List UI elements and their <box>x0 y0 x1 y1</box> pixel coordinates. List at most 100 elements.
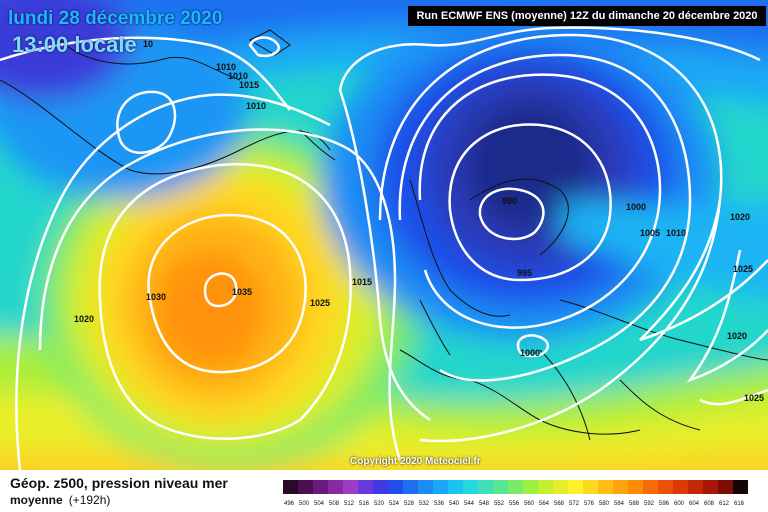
scale-swatch <box>283 480 298 494</box>
scale-swatch <box>703 480 718 494</box>
scale-label: 532 <box>419 501 430 507</box>
scale-swatch <box>373 480 388 494</box>
scale-label: 564 <box>539 501 550 507</box>
isobar-1005 <box>398 53 692 382</box>
scale-label: 508 <box>329 501 340 507</box>
isobars <box>0 26 768 470</box>
weather-map: 1010 1010 1015 1010 10 1035 1030 1025 10… <box>0 0 768 470</box>
scale-label: 584 <box>614 501 625 507</box>
mean-label: moyenne <box>10 493 63 507</box>
scale-label: 612 <box>719 501 730 507</box>
scale-label: 604 <box>689 501 700 507</box>
scale-swatch <box>448 480 463 494</box>
scale-label: 616 <box>734 501 745 507</box>
scale-label: 560 <box>524 501 535 507</box>
scale-label: 520 <box>374 501 385 507</box>
scale-swatch <box>388 480 403 494</box>
scale-label: 568 <box>554 501 565 507</box>
isobar-label: 1025 <box>310 298 330 308</box>
scale-swatch <box>643 480 658 494</box>
scale-label: 588 <box>629 501 640 507</box>
isobar-label: 1000 <box>626 202 646 212</box>
scale-label: 596 <box>659 501 670 507</box>
scale-swatch <box>433 480 448 494</box>
isobar-label: 990 <box>502 196 517 206</box>
scale-swatch <box>583 480 598 494</box>
color-scale: 496 500 504 508 512 516 520 524 528 532 536 540 544 5… <box>283 480 748 507</box>
scale-swatch <box>733 480 748 494</box>
scale-label: 540 <box>449 501 460 507</box>
scale-label: 504 <box>314 501 325 507</box>
scale-swatch <box>418 480 433 494</box>
scale-label: 524 <box>389 501 400 507</box>
scale-label: 576 <box>584 501 595 507</box>
scale-label: 608 <box>704 501 715 507</box>
isobar-label: 1000 <box>520 348 540 358</box>
isobar-1030 <box>147 213 307 374</box>
scale-label: 496 <box>284 501 295 507</box>
scale-swatch <box>298 480 313 494</box>
isobar-1020-east <box>639 199 768 342</box>
scale-swatch <box>463 480 478 494</box>
isobar-1025-se <box>699 388 768 406</box>
forecast-time: 13:00 locale <box>12 32 137 57</box>
scale-label: 544 <box>464 501 475 507</box>
isobar-1020-west <box>38 128 402 461</box>
scale-swatch <box>403 480 418 494</box>
isobar-label: 1020 <box>727 331 747 341</box>
scale-swatch <box>688 480 703 494</box>
scale-swatch <box>328 480 343 494</box>
scale-swatch <box>553 480 568 494</box>
isobar-1000-small <box>516 334 549 358</box>
scale-swatch <box>613 480 628 494</box>
isobar-1015-main <box>338 26 761 422</box>
scale-label: 548 <box>479 501 490 507</box>
isobar-990 <box>478 187 545 241</box>
scale-swatch <box>493 480 508 494</box>
isobar-label: 1015 <box>239 80 259 90</box>
scale-swatch <box>508 480 523 494</box>
isobar-label: 1010 <box>246 101 266 111</box>
isobar-label: 995 <box>517 268 532 278</box>
scale-label: 552 <box>494 501 505 507</box>
isobar-1010-east <box>378 33 723 443</box>
scale-label: 580 <box>599 501 610 507</box>
scale-swatch <box>343 480 358 494</box>
isobar-label: 1020 <box>730 212 750 222</box>
isobar-label: 1015 <box>352 277 372 287</box>
scale-swatch <box>628 480 643 494</box>
scale-swatch <box>358 480 373 494</box>
scale-label: 516 <box>359 501 370 507</box>
isobar-label: 1030 <box>146 292 166 302</box>
scale-swatch <box>313 480 328 494</box>
scale-label: 572 <box>569 501 580 507</box>
scale-swatch <box>673 480 688 494</box>
scale-label: 600 <box>674 501 685 507</box>
scale-label: 528 <box>404 501 415 507</box>
isobar-1035 <box>203 272 238 308</box>
isobar-label: 1010 <box>666 228 686 238</box>
scale-swatch <box>598 480 613 494</box>
isobar-greenland <box>116 90 177 154</box>
isobar-iceland <box>248 36 281 57</box>
map-title: Géop. z500, pression niveau mer <box>10 475 228 491</box>
isobar-label: 1010 <box>228 71 248 81</box>
scale-swatch <box>568 480 583 494</box>
scale-swatch <box>478 480 493 494</box>
map-subtitle: moyenne (+192h) <box>10 493 110 507</box>
forecast-date: lundi 28 décembre 2020 <box>8 8 223 29</box>
copyright: Copyright 2020 Meteociel.fr <box>350 456 481 467</box>
isobar-label: 1020 <box>74 314 94 324</box>
scale-label: 592 <box>644 501 655 507</box>
lead-time: (+192h) <box>68 493 111 507</box>
isobar-995 <box>448 123 612 282</box>
isobar-label: 1035 <box>232 287 252 297</box>
isobar-labels: 1010 1010 1015 1010 10 1035 1030 1025 10… <box>74 39 764 403</box>
isobar-label: 1025 <box>733 264 753 274</box>
isobar-label: 1025 <box>744 393 764 403</box>
isobar-label: 1010 <box>216 62 236 72</box>
scale-swatch <box>523 480 538 494</box>
scale-swatch <box>658 480 673 494</box>
isobar-1015-west <box>15 93 331 470</box>
run-banner: Run ECMWF ENS (moyenne) 12Z du dimanche … <box>408 6 766 26</box>
